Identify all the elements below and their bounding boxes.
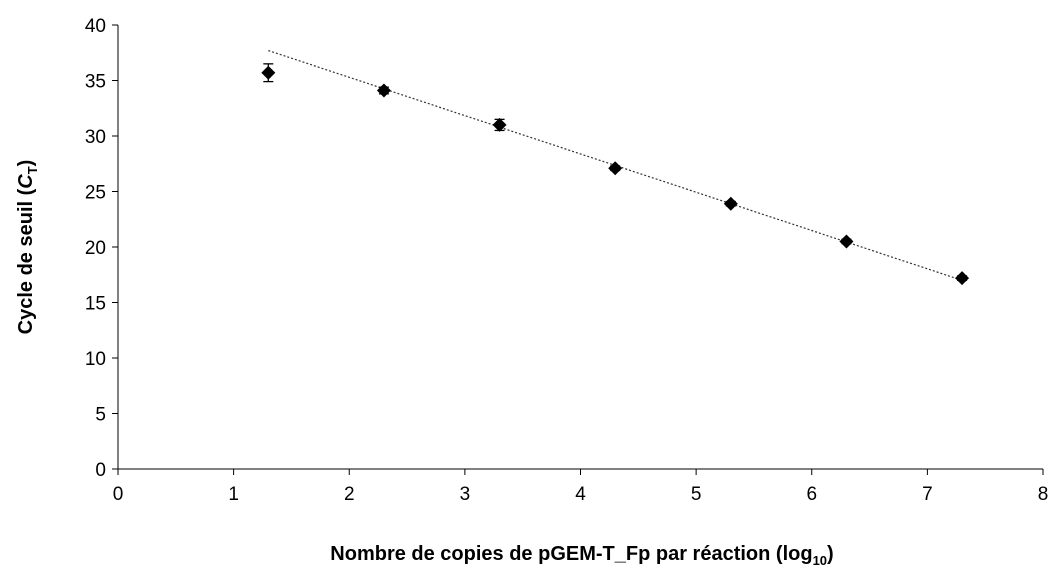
data-point — [261, 65, 276, 80]
x-tick-label: 4 — [575, 484, 586, 505]
y-tick-label: 30 — [85, 127, 106, 148]
data-point — [723, 196, 738, 211]
y-tick-label: 20 — [85, 238, 106, 259]
x-tick-label: 5 — [691, 484, 702, 505]
y-tick-label: 40 — [85, 16, 106, 37]
y-tick-label: 25 — [85, 183, 106, 204]
axes — [117, 25, 1043, 470]
x-tick-label: 7 — [922, 484, 933, 505]
y-tick-label: 15 — [85, 294, 106, 315]
data-points — [261, 63, 970, 286]
x-tick-label: 0 — [113, 484, 124, 505]
x-tick-label: 3 — [460, 484, 471, 505]
data-point — [492, 117, 507, 132]
data-point — [376, 83, 391, 98]
y-tick-label: 5 — [95, 405, 106, 426]
x-tick-label: 1 — [228, 484, 239, 505]
x-tick-label: 2 — [344, 484, 355, 505]
data-point — [839, 234, 854, 249]
x-tick-label: 6 — [806, 484, 817, 505]
y-axis-title: Cycle de seuil (CT) — [15, 160, 40, 335]
data-point — [608, 161, 623, 176]
ticks: 0 5 10 15 20 25 30 35 40 0 1 2 3 4 5 6 7 8 — [85, 16, 1048, 505]
y-tick-label: 35 — [85, 72, 106, 93]
y-tick-label: 10 — [85, 349, 106, 370]
x-tick-label: 8 — [1038, 484, 1049, 505]
data-point — [955, 271, 970, 286]
x-axis-title: Nombre de copies de pGEM-T_Fp par réacti… — [330, 543, 833, 568]
y-tick-label: 0 — [95, 460, 106, 481]
